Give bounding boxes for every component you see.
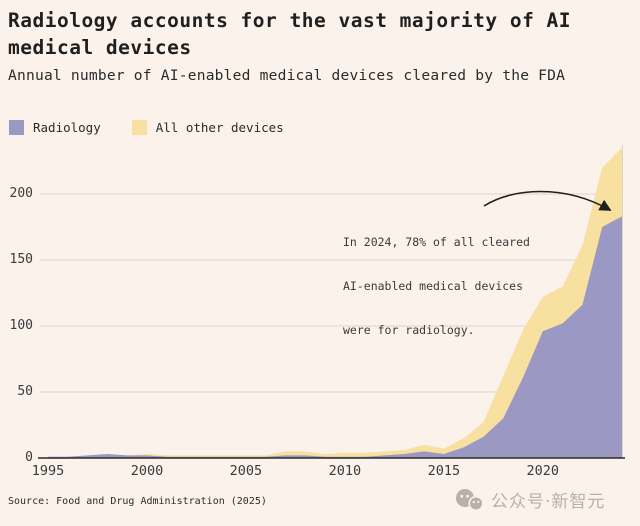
legend: Radiology All other devices xyxy=(9,120,306,135)
area-radiology xyxy=(48,216,622,458)
x-tick-label: 2015 xyxy=(427,463,461,479)
annotation-arrow xyxy=(483,190,612,211)
wechat-official-account-icon xyxy=(456,488,484,511)
legend-label-other: All other devices xyxy=(155,120,284,135)
y-tick-label: 100 xyxy=(9,318,33,333)
y-tick-label: 200 xyxy=(9,186,33,201)
annotation-line: AI-enabled medical devices xyxy=(343,278,524,293)
legend-label-radiology: Radiology xyxy=(33,120,101,135)
x-tick-label: 2000 xyxy=(130,463,164,479)
annotation-line: In 2024, 78% of all cleared xyxy=(343,235,530,250)
y-tick-label: 150 xyxy=(9,252,33,267)
source-credit: Source: Food and Drug Administration (20… xyxy=(8,496,267,507)
legend-swatch-other xyxy=(131,120,147,135)
y-tick-label: 0 xyxy=(25,450,33,465)
legend-swatch-radiology xyxy=(9,120,24,135)
y-tick-label: 50 xyxy=(17,384,33,399)
watermark: 公众号·新智元 xyxy=(454,487,605,512)
chart-title: Radiology accounts for the vast majority… xyxy=(8,9,572,59)
x-tick-label: 2020 xyxy=(526,463,560,479)
x-tick-label: 2010 xyxy=(328,463,362,479)
annotation-line: were for radiology. xyxy=(343,322,475,337)
chart-annotation: In 2024, 78% of all cleared AI-enabled m… xyxy=(343,206,530,367)
x-tick-label: 1995 xyxy=(31,463,65,479)
x-tick-label: 2005 xyxy=(229,463,263,479)
watermark-text: 公众号·新智元 xyxy=(491,492,606,512)
chart-subtitle: Annual number of AI-enabled medical devi… xyxy=(8,67,566,84)
